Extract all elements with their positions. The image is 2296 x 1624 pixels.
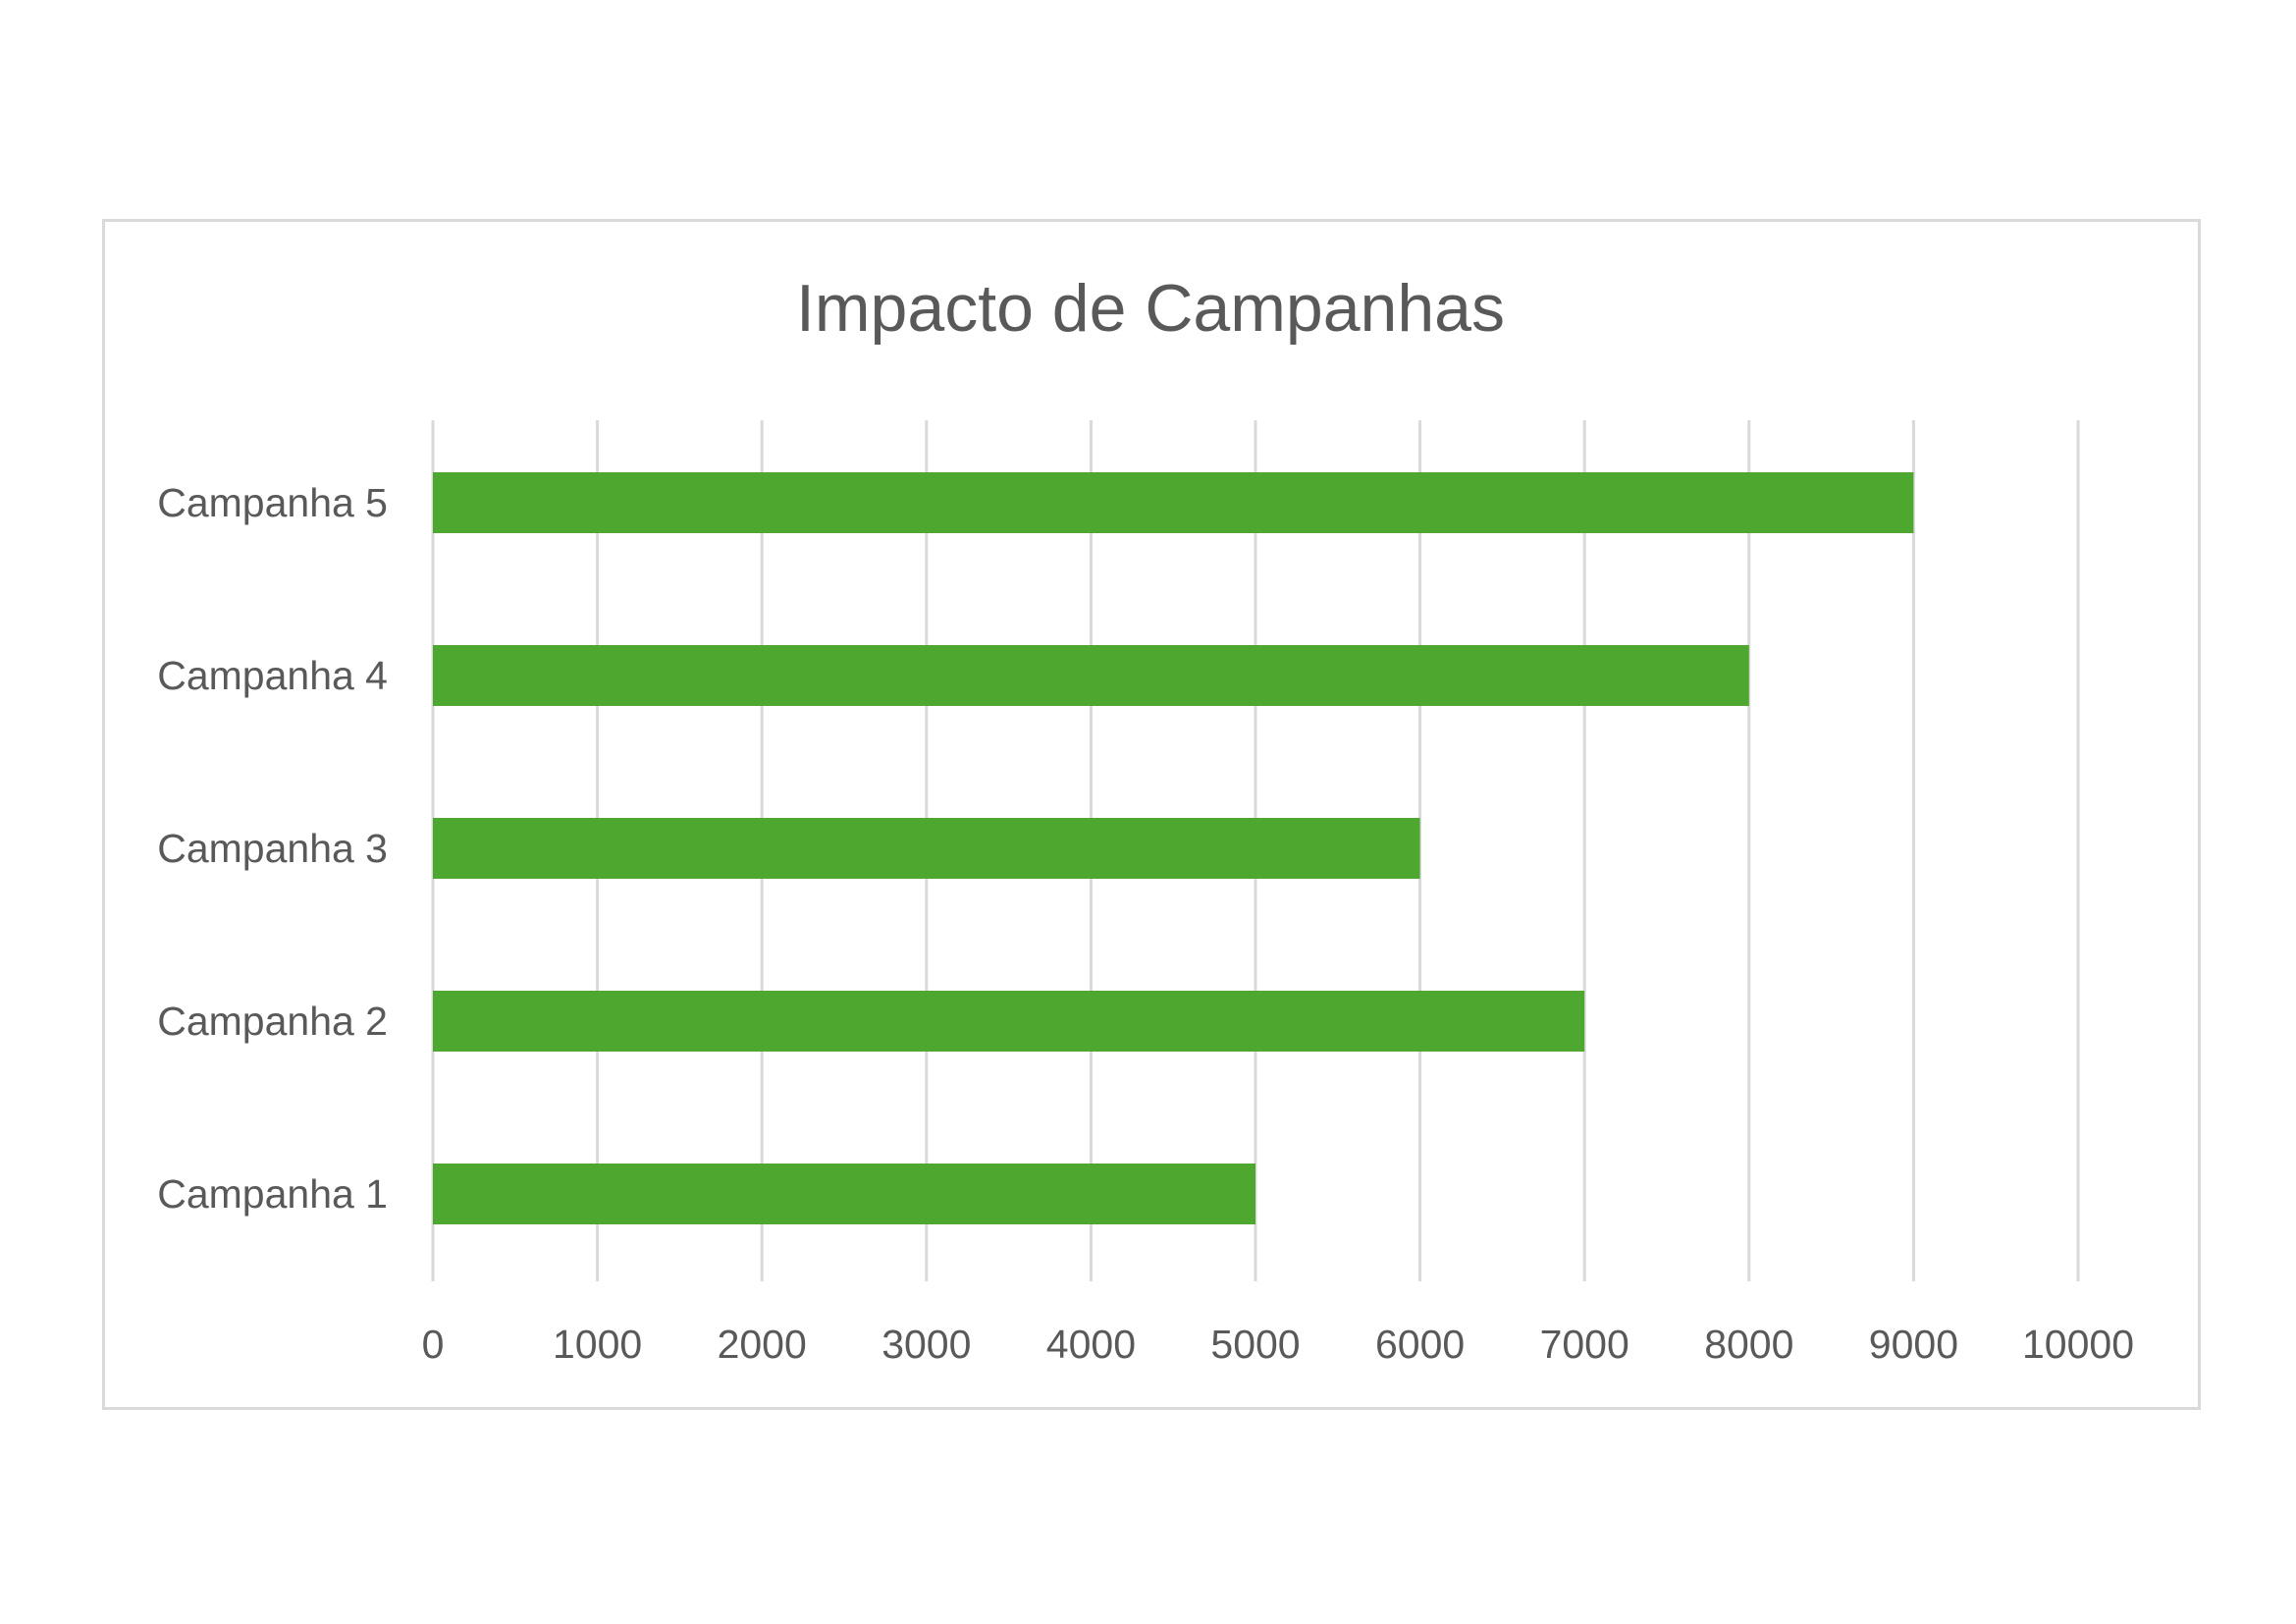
category-label: Campanha 5 bbox=[157, 480, 388, 525]
x-tick-label: 0 bbox=[422, 1322, 445, 1367]
x-tick-label: 4000 bbox=[1046, 1322, 1136, 1367]
bar-campanha-2 bbox=[433, 991, 1585, 1052]
value-axis: 0 1000 2000 3000 4000 5000 6000 7000 8000 9000 100… bbox=[422, 1322, 2134, 1367]
x-tick-label: 6000 bbox=[1375, 1322, 1465, 1367]
x-tick-label: 10000 bbox=[2022, 1322, 2134, 1367]
category-axis: Campanha 1 Campanha 2 Campanha 3 Campanha 4… bbox=[157, 480, 388, 1217]
x-tick-label: 8000 bbox=[1704, 1322, 1793, 1367]
bar-layer bbox=[433, 472, 1914, 1224]
x-tick-label: 9000 bbox=[1869, 1322, 1958, 1367]
category-label: Campanha 3 bbox=[157, 826, 388, 871]
category-label: Campanha 4 bbox=[157, 653, 388, 698]
bar-campanha-1 bbox=[433, 1164, 1255, 1224]
bar-campanha-5 bbox=[433, 472, 1914, 533]
bar-campanha-3 bbox=[433, 818, 1420, 879]
grid-layer bbox=[431, 420, 2080, 1281]
x-tick-label: 2000 bbox=[718, 1322, 807, 1367]
chart-title: Impacto de Campanhas bbox=[796, 271, 1505, 346]
x-tick-label: 3000 bbox=[881, 1322, 971, 1367]
bar-campanha-4 bbox=[433, 645, 1749, 706]
x-tick-label: 5000 bbox=[1210, 1322, 1300, 1367]
category-label: Campanha 2 bbox=[157, 999, 388, 1044]
x-tick-label: 7000 bbox=[1540, 1322, 1629, 1367]
category-label: Campanha 1 bbox=[157, 1171, 388, 1217]
x-tick-label: 1000 bbox=[553, 1322, 642, 1367]
